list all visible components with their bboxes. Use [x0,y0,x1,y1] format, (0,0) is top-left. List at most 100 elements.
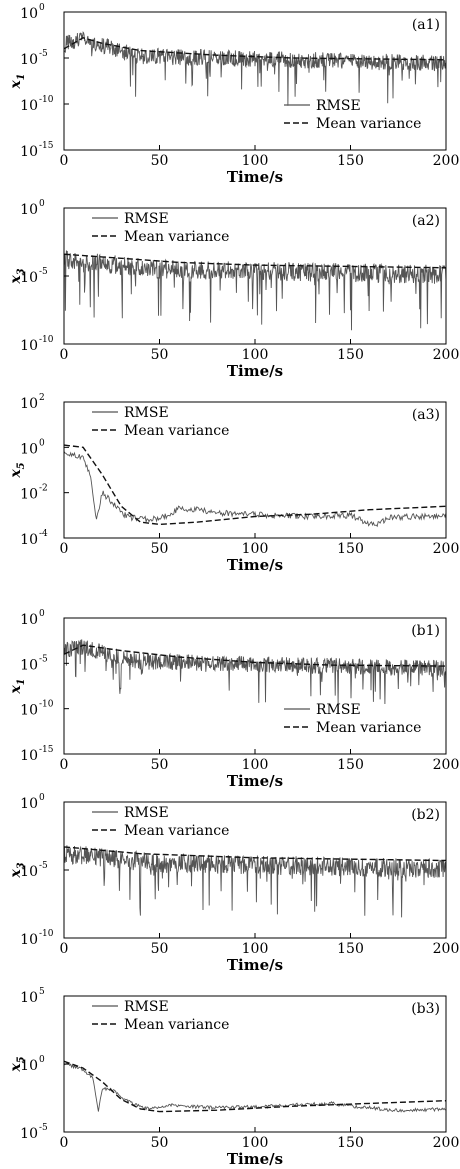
legend-mean-variance-label: Mean variance [316,720,421,736]
y-tick-label-base: 10 [20,657,38,673]
x-tick-label: 100 [242,541,269,557]
x-tick-label: 50 [151,941,169,957]
panel-label: (b2) [411,807,440,823]
x-axis-label: Time/s [227,1150,283,1168]
rmse-series-line [64,845,446,918]
legend-rmse-label: RMSE [124,999,169,1015]
mean-variance-series-line [64,444,446,526]
x-tick-label: 50 [151,347,169,363]
y-axis-label: x5 [8,462,27,478]
x-tick-label: 100 [242,153,269,169]
x-tick-label: 0 [60,757,69,773]
x-tick-label: 50 [151,1135,169,1151]
y-tick-label-exponent: 0 [39,438,45,448]
x-tick-label: 200 [433,941,460,957]
x-axis-label: Time/s [227,556,283,574]
y-tick-label-base: 10 [20,1058,38,1074]
y-axis-label-subscript: 3 [16,862,27,869]
y-tick-label-exponent: -10 [39,700,54,710]
y-tick-label-exponent: -10 [39,95,54,105]
panel-label: (a1) [412,17,440,33]
mean-variance-series-line [64,1060,446,1113]
y-tick-label-base: 10 [20,990,38,1006]
x-tick-label: 50 [151,153,169,169]
panel-label: (a2) [412,213,440,229]
y-tick-label-exponent: 0 [39,793,45,803]
plot-frame [63,401,447,539]
x-tick-label: 150 [337,1135,364,1151]
legend-rmse-label: RMSE [316,98,361,114]
y-tick-label-base: 10 [20,144,38,160]
y-tick-label-base: 10 [20,270,38,286]
y-tick-label-base: 10 [20,1126,38,1142]
x-tick-label: 200 [433,347,460,363]
legend-mean-variance-label: Mean variance [124,423,229,439]
x-tick-label: 0 [60,541,69,557]
panel-label: (a3) [412,407,440,423]
y-axis-label-subscript: 3 [16,268,27,275]
x-tick-label: 200 [433,541,460,557]
y-axis-label-base: x [8,469,24,479]
mean-variance-series-line [64,644,446,667]
y-axis-label: x1 [8,73,27,89]
y-tick-label-exponent: 5 [39,987,45,997]
mean-variance-series-line [64,846,446,862]
y-tick-label-base: 10 [20,532,38,548]
x-tick-label: 100 [242,347,269,363]
x-axis-label: Time/s [227,956,283,974]
y-tick-label-base: 10 [20,487,38,503]
x-tick-label: 200 [433,153,460,169]
rmse-series-line [64,250,446,331]
y-tick-label-base: 10 [20,396,38,412]
legend-rmse-label: RMSE [124,805,169,821]
y-tick-label-exponent: 0 [39,609,45,619]
y-axis-label: x3 [8,268,27,284]
legend-rmse-label: RMSE [124,211,169,227]
rmse-series-line [64,1062,446,1113]
y-tick-label-exponent: -5 [39,49,48,59]
x-tick-label: 0 [60,347,69,363]
x-tick-label: 100 [242,757,269,773]
legend-mean-variance-label: Mean variance [124,823,229,839]
x-tick-label: 150 [337,941,364,957]
y-tick-label-base: 10 [20,52,38,68]
y-tick-label-exponent: -5 [39,267,48,277]
rmse-series-line [64,31,446,106]
y-tick-label-base: 10 [20,703,38,719]
y-tick-label-base: 10 [20,748,38,764]
rmse-series-line [64,639,446,705]
legend-rmse-label: RMSE [316,702,361,718]
y-tick-label-base: 10 [20,441,38,457]
y-axis-label-base: x [8,275,24,285]
y-axis-label-base: x [8,685,24,695]
x-axis-label: Time/s [227,168,283,186]
y-axis-label: x5 [8,1056,27,1072]
x-tick-label: 200 [433,757,460,773]
y-axis-label-base: x [8,1063,24,1073]
y-tick-label-exponent: -15 [39,745,54,755]
x-tick-label: 100 [242,941,269,957]
x-tick-label: 50 [151,541,169,557]
y-tick-label-base: 10 [20,932,38,948]
y-tick-label-exponent: -5 [39,1123,48,1133]
y-tick-label-exponent: -10 [39,929,54,939]
y-tick-label-base: 10 [20,612,38,628]
plot-frame [63,995,447,1133]
y-tick-label-exponent: -2 [39,484,48,494]
legend-mean-variance-label: Mean variance [124,229,229,245]
x-tick-label: 100 [242,1135,269,1151]
y-axis-label-base: x [8,80,24,90]
y-axis-label: x1 [8,678,27,694]
y-axis-label-subscript: 5 [16,1056,27,1063]
rmse-series-line [64,451,446,528]
x-tick-label: 0 [60,1135,69,1151]
x-tick-label: 150 [337,757,364,773]
y-tick-label-exponent: -15 [39,141,54,151]
y-axis-label-subscript: 5 [16,462,27,469]
x-tick-label: 200 [433,1135,460,1151]
y-tick-label-base: 10 [20,796,38,812]
